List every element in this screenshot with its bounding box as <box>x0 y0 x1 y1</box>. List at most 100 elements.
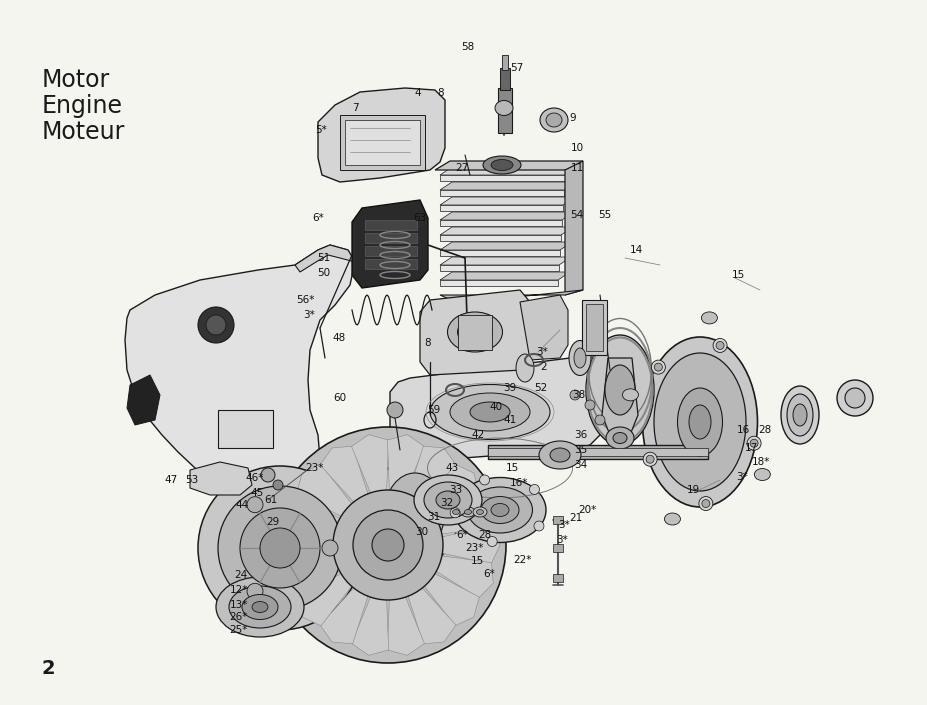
Circle shape <box>197 466 362 630</box>
Polygon shape <box>442 526 500 564</box>
Text: 17: 17 <box>744 443 757 453</box>
Polygon shape <box>320 588 367 644</box>
Bar <box>458 315 491 350</box>
Text: 40: 40 <box>489 402 502 412</box>
Circle shape <box>569 390 579 400</box>
Ellipse shape <box>449 507 463 517</box>
Circle shape <box>698 496 712 510</box>
Ellipse shape <box>385 473 445 551</box>
Text: 6*: 6* <box>311 213 324 223</box>
Bar <box>552 574 563 582</box>
Circle shape <box>450 508 460 517</box>
Ellipse shape <box>482 156 520 174</box>
Circle shape <box>273 480 283 490</box>
Text: 55: 55 <box>597 210 611 220</box>
Ellipse shape <box>453 477 545 543</box>
Polygon shape <box>408 588 455 644</box>
Ellipse shape <box>545 113 562 127</box>
Text: 44: 44 <box>235 500 248 510</box>
Bar <box>498 88 512 133</box>
Text: 22*: 22* <box>513 555 531 565</box>
Polygon shape <box>389 358 600 462</box>
Text: 28: 28 <box>477 530 490 540</box>
Circle shape <box>487 537 497 546</box>
Text: 13*: 13* <box>229 600 248 610</box>
Text: 35: 35 <box>574 445 587 455</box>
Bar <box>488 448 707 456</box>
Polygon shape <box>318 88 445 182</box>
Text: 61: 61 <box>263 495 277 505</box>
Text: 20*: 20* <box>578 505 596 515</box>
Bar <box>439 280 557 286</box>
Ellipse shape <box>585 335 654 445</box>
Polygon shape <box>602 358 638 440</box>
Polygon shape <box>297 464 351 516</box>
Circle shape <box>701 500 709 508</box>
Polygon shape <box>439 242 571 250</box>
Bar <box>339 115 425 170</box>
Text: 23*: 23* <box>464 543 483 553</box>
Text: 28: 28 <box>757 425 770 435</box>
Text: 9: 9 <box>568 113 575 123</box>
Text: Engine: Engine <box>42 94 123 118</box>
Text: 31: 31 <box>426 512 439 522</box>
Polygon shape <box>283 556 339 598</box>
Ellipse shape <box>490 159 513 171</box>
Text: 57: 57 <box>510 63 523 73</box>
Bar <box>552 544 563 552</box>
Bar <box>439 265 558 271</box>
Polygon shape <box>351 435 388 493</box>
Ellipse shape <box>494 101 513 116</box>
Circle shape <box>322 540 337 556</box>
Text: 27: 27 <box>454 163 468 173</box>
Ellipse shape <box>450 393 529 431</box>
Text: 42: 42 <box>471 430 484 440</box>
Circle shape <box>206 315 226 335</box>
Text: 59: 59 <box>426 405 439 415</box>
Circle shape <box>712 338 726 352</box>
Circle shape <box>746 436 760 450</box>
Polygon shape <box>351 200 427 288</box>
Ellipse shape <box>252 601 268 613</box>
Text: 16*: 16* <box>510 478 527 488</box>
Text: 63: 63 <box>413 213 426 223</box>
Text: 11: 11 <box>570 163 584 173</box>
Circle shape <box>197 307 234 343</box>
Text: 14: 14 <box>629 245 642 255</box>
Text: 15: 15 <box>731 270 744 280</box>
Polygon shape <box>439 197 575 205</box>
Text: 36: 36 <box>574 430 587 440</box>
Text: 16: 16 <box>736 425 749 435</box>
Polygon shape <box>420 290 529 375</box>
Circle shape <box>218 486 342 610</box>
Polygon shape <box>436 556 493 598</box>
Polygon shape <box>275 526 334 564</box>
Bar <box>439 190 564 196</box>
Text: 48: 48 <box>332 333 345 343</box>
Polygon shape <box>436 492 493 534</box>
Bar <box>439 175 565 181</box>
Text: 33: 33 <box>449 485 462 495</box>
Text: 53: 53 <box>184 475 198 485</box>
Ellipse shape <box>216 577 304 637</box>
Bar <box>500 68 510 90</box>
Ellipse shape <box>786 394 812 436</box>
Ellipse shape <box>793 404 806 426</box>
Text: 30: 30 <box>414 527 427 537</box>
Ellipse shape <box>605 427 633 449</box>
Text: 3*: 3* <box>303 310 314 320</box>
Ellipse shape <box>754 469 769 481</box>
Circle shape <box>651 360 665 374</box>
Ellipse shape <box>701 312 717 324</box>
Text: 52: 52 <box>533 383 547 393</box>
Polygon shape <box>439 182 576 190</box>
Text: 3*: 3* <box>557 520 569 530</box>
Ellipse shape <box>539 441 580 469</box>
Circle shape <box>584 400 594 410</box>
Polygon shape <box>408 446 455 502</box>
Circle shape <box>533 521 543 531</box>
Ellipse shape <box>613 432 627 443</box>
Text: 34: 34 <box>574 460 587 470</box>
Text: 46*: 46* <box>246 473 263 483</box>
Ellipse shape <box>515 354 533 382</box>
